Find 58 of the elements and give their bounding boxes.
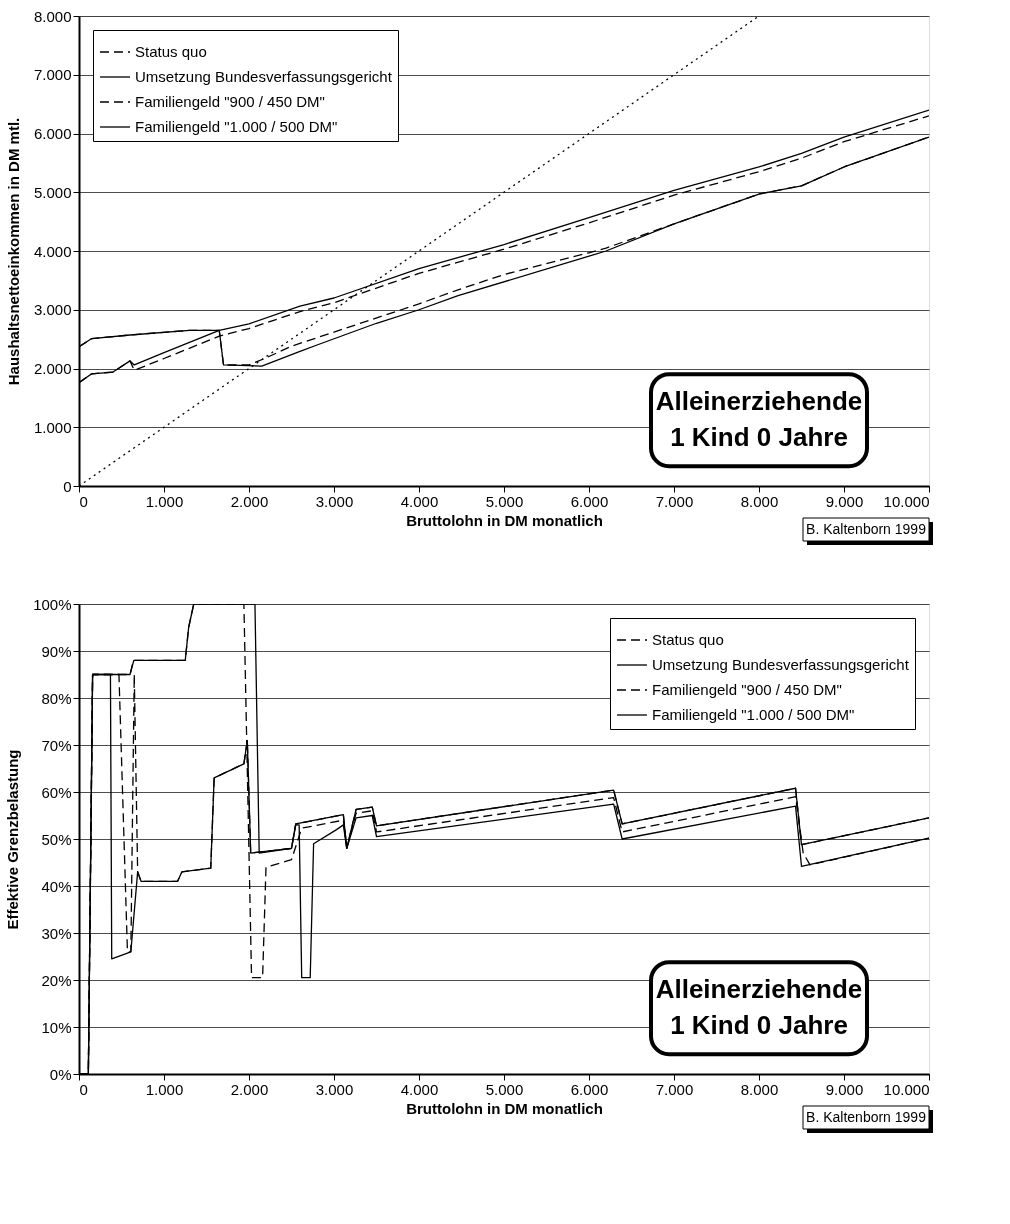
y-tick-label: 80% xyxy=(41,689,72,707)
x-tick-label: 6.000 xyxy=(570,1080,609,1098)
legend-label: Umsetzung Bundesverfassungsgericht xyxy=(652,656,910,673)
x-tick-label: 7.000 xyxy=(655,1080,694,1098)
legend-label: Familiengeld "1.000 / 500 DM" xyxy=(135,118,338,135)
y-tick-label: 70% xyxy=(41,736,72,754)
x-tick-label: 1.000 xyxy=(145,1080,184,1098)
x-tick-label: 1.000 xyxy=(145,492,184,510)
x-tick-label: 5.000 xyxy=(485,492,524,510)
y-tick-label: 40% xyxy=(41,877,72,895)
y-tick-label: 5.000 xyxy=(33,183,72,201)
x-tick-label: 0 xyxy=(79,492,88,510)
y-tick-label: 2.000 xyxy=(33,360,72,377)
x-tick-label: 4.000 xyxy=(400,492,439,510)
x-tick-label: 5.000 xyxy=(485,1080,524,1098)
x-tick-label: 4.000 xyxy=(400,1080,439,1098)
x-tick-label: 10.000 xyxy=(883,492,930,510)
legend-label: Familiengeld "900 / 450 DM" xyxy=(652,681,842,698)
legend-label: Status quo xyxy=(652,631,724,648)
x-tick-label: 10.000 xyxy=(883,1080,930,1098)
y-tick-label: 0% xyxy=(49,1065,72,1083)
x-tick-label: 6.000 xyxy=(570,492,609,510)
legend-label: Status quo xyxy=(135,43,207,60)
x-tick-label: 0 xyxy=(79,1080,88,1098)
text: B. Kaltenborn 1999 xyxy=(806,521,927,537)
y-axis-title: Haushaltsnettoeinkommen in DM mtl. xyxy=(4,117,22,386)
x-axis-title: Bruttolohn in DM monatlich xyxy=(406,1099,603,1117)
legend-label: Familiengeld "1.000 / 500 DM" xyxy=(652,706,855,723)
y-tick-label: 30% xyxy=(41,924,72,942)
y-tick-label: 100% xyxy=(33,595,72,613)
y-tick-label: 90% xyxy=(41,642,72,660)
y-tick-label: 7.000 xyxy=(33,66,72,84)
x-tick-label: 9.000 xyxy=(825,492,864,510)
annotation: Alleinerziehende 1 Kind 0 Jahre xyxy=(655,386,863,453)
x-tick-label: 9.000 xyxy=(825,1080,864,1098)
y-axis-title: Effektive Grenzbelastung xyxy=(4,749,22,930)
legend-label: Umsetzung Bundesverfassungsgericht xyxy=(135,68,393,85)
y-tick-label: 0 xyxy=(63,477,72,495)
y-tick-label: 50% xyxy=(41,830,72,848)
x-tick-label: 2.000 xyxy=(230,492,269,510)
x-tick-label: 3.000 xyxy=(315,1080,354,1098)
annotation: Alleinerziehende 1 Kind 0 Jahre xyxy=(655,974,863,1041)
y-tick-label: 20% xyxy=(41,971,72,989)
y-tick-label: 4.000 xyxy=(33,242,72,260)
legend-label: Familiengeld "900 / 450 DM" xyxy=(135,93,325,110)
text: B. Kaltenborn 1999 xyxy=(806,1109,927,1125)
x-axis-title: Bruttolohn in DM monatlich xyxy=(406,511,603,529)
x-tick-label: 7.000 xyxy=(655,492,694,510)
y-tick-label: 10% xyxy=(41,1018,72,1036)
x-tick-label: 8.000 xyxy=(740,492,779,510)
y-tick-label: 60% xyxy=(41,783,72,801)
y-tick-label: 3.000 xyxy=(33,301,72,319)
y-tick-label: 8.000 xyxy=(33,7,72,25)
y-tick-label: 1.000 xyxy=(33,418,72,436)
y-tick-label: 6.000 xyxy=(33,125,72,142)
x-tick-label: 2.000 xyxy=(230,1080,269,1098)
x-tick-label: 3.000 xyxy=(315,492,354,510)
x-tick-label: 8.000 xyxy=(740,1080,779,1098)
